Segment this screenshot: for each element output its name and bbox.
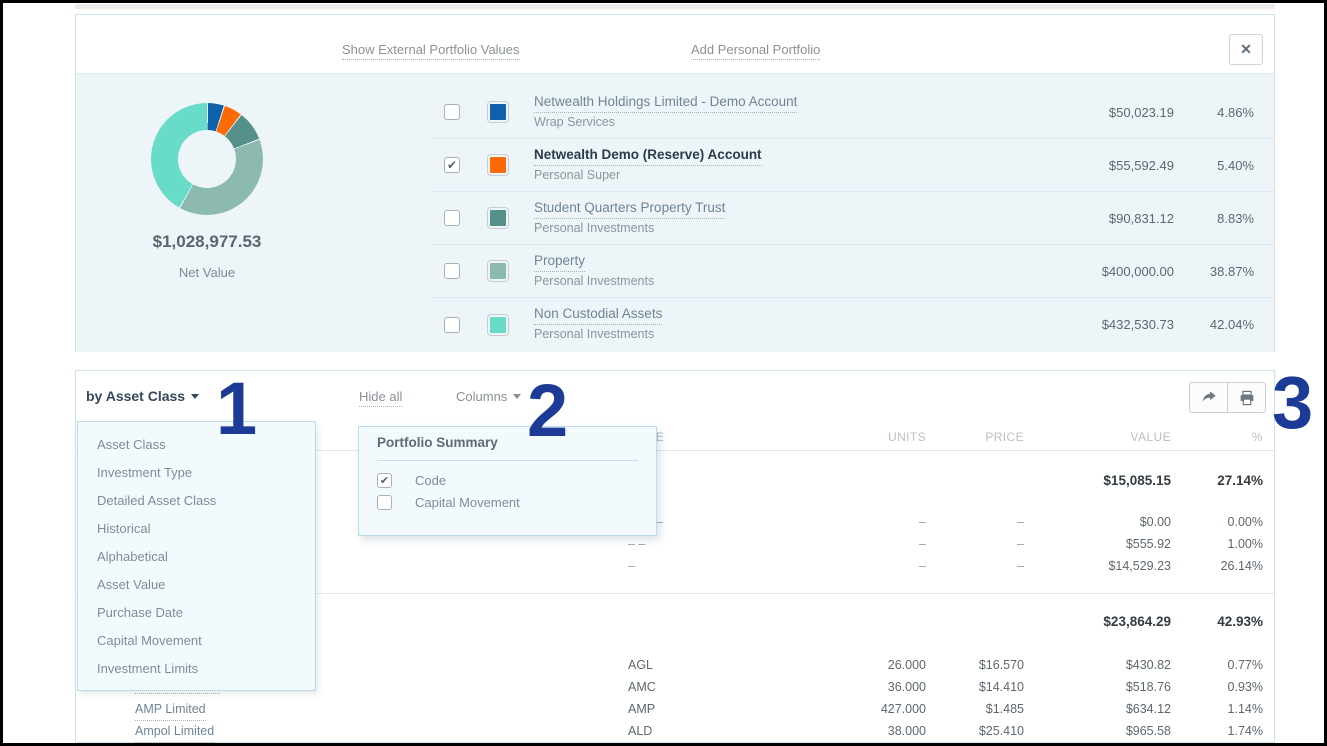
- net-value-label: Net Value: [178, 265, 236, 280]
- portfolio-percent: 38.87%: [1209, 263, 1254, 279]
- portfolio-percent: 42.04%: [1209, 317, 1254, 332]
- columns-option-capital-movement[interactable]: Capital Movement: [377, 494, 520, 510]
- portfolio-checkbox[interactable]: [444, 316, 460, 333]
- portfolio-list: Netwealth Holdings Limited - Demo Accoun…: [431, 74, 1274, 351]
- menu-item-alphabetical[interactable]: Alphabetical: [97, 549, 168, 564]
- portfolio-type: Personal Investments: [534, 327, 655, 342]
- close-icon: ✕: [1240, 41, 1252, 57]
- column-header-units[interactable]: UNITS: [888, 430, 926, 444]
- columns-option-code[interactable]: ✔ Code: [377, 472, 446, 488]
- menu-item-capital-movement[interactable]: Capital Movement: [97, 633, 202, 648]
- holding-row: Ampol Limited ALD 38.000 $25.410 $965.58…: [76, 721, 1274, 743]
- column-header-price[interactable]: PRICE: [985, 430, 1024, 444]
- portfolio-type: Personal Investments: [534, 273, 655, 288]
- menu-item-purchase-date[interactable]: Purchase Date: [97, 605, 183, 620]
- portfolio-panel-header: Show External Portfolio Values Add Perso…: [76, 15, 1274, 74]
- portfolio-checkbox[interactable]: [444, 104, 460, 120]
- annotation-step-2: 2: [527, 369, 568, 452]
- portfolio-name-link[interactable]: Student Quarters Property Trust: [534, 200, 726, 219]
- group-by-dropdown-trigger[interactable]: by Asset Class: [86, 388, 200, 404]
- column-header-percent[interactable]: %: [1251, 430, 1263, 444]
- annotation-step-3: 3: [1272, 361, 1313, 444]
- holding-name-link[interactable]: AMP Limited: [135, 699, 206, 721]
- annotation-step-1: 1: [216, 367, 257, 450]
- columns-menu: Portfolio Summary ✔ Code Capital Movemen…: [358, 426, 657, 536]
- portfolio-name-link[interactable]: Netwealth Demo (Reserve) Account: [534, 147, 762, 166]
- portfolio-percent: 4.86%: [1217, 104, 1254, 120]
- portfolio-percent: 8.83%: [1217, 210, 1254, 226]
- portfolio-row: Non Custodial Assets Personal Investment…: [431, 298, 1274, 351]
- columns-dropdown-trigger[interactable]: Columns: [456, 389, 522, 404]
- portfolio-name-link[interactable]: Non Custodial Assets: [534, 306, 663, 326]
- net-value-donut-chart: [151, 103, 263, 215]
- portfolio-color-swatch: [487, 313, 509, 336]
- portfolio-color-swatch: [487, 207, 509, 229]
- add-personal-portfolio-link[interactable]: Add Personal Portfolio: [691, 42, 821, 60]
- print-button[interactable]: [1227, 383, 1265, 412]
- menu-item-investment-type[interactable]: Investment Type: [97, 465, 193, 480]
- portfolio-name-link[interactable]: Property: [534, 253, 586, 272]
- portfolio-type: Wrap Services: [534, 114, 616, 129]
- portfolio-value: $55,592.49: [1108, 157, 1174, 173]
- portfolio-value: $90,831.12: [1108, 210, 1174, 226]
- menu-item-asset-value[interactable]: Asset Value: [97, 577, 166, 592]
- portfolio-percent: 5.40%: [1217, 157, 1254, 173]
- share-arrow-icon: [1202, 390, 1216, 402]
- table-header-divider: [76, 450, 1274, 451]
- hide-all-link[interactable]: Hide all: [359, 389, 403, 407]
- hidden-label-underline: [135, 693, 220, 694]
- group-by-menu: Asset Class Investment Type Detailed Ass…: [77, 421, 316, 691]
- portfolio-selector-panel: Show External Portfolio Values Add Perso…: [75, 14, 1275, 352]
- column-header-value[interactable]: VALUE: [1130, 430, 1171, 444]
- holding-row: AMC 36.000 $14.410 $518.76 0.93%: [628, 680, 1263, 694]
- printer-icon: [1240, 390, 1253, 405]
- portfolio-row: Property Personal Investments $400,000.0…: [431, 245, 1274, 298]
- portfolio-value: $50,023.19: [1108, 104, 1174, 120]
- chevron-down-icon: [191, 394, 200, 399]
- portfolio-row: Netwealth Holdings Limited - Demo Accoun…: [431, 86, 1274, 139]
- portfolio-list-area: $1,028,977.53 Net Value Netwealth Holdin…: [76, 74, 1274, 352]
- columns-menu-divider: [377, 460, 638, 461]
- portfolio-checkbox[interactable]: [444, 263, 460, 279]
- show-external-portfolio-values-link[interactable]: Show External Portfolio Values: [342, 42, 520, 60]
- holding-row: AGL 26.000 $16.570 $430.82 0.77%: [628, 658, 1263, 672]
- holding-row: – – – $0.00 0.00%: [656, 515, 1263, 529]
- capital-movement-checkbox[interactable]: [377, 494, 392, 510]
- holding-row: – – – – $555.92 1.00%: [628, 537, 1263, 551]
- export-button[interactable]: [1190, 383, 1227, 412]
- menu-item-detailed-asset-class[interactable]: Detailed Asset Class: [97, 493, 217, 508]
- portfolio-type: Personal Investments: [534, 220, 655, 235]
- portfolio-row: ✔ Netwealth Demo (Reserve) Account Perso…: [431, 139, 1274, 192]
- group-divider: [76, 593, 1274, 594]
- holding-name-link[interactable]: Ampol Limited: [135, 721, 215, 743]
- asset-class-subtotal-row: $15,085.15 27.14%: [1103, 473, 1263, 488]
- portfolio-type: Personal Super: [534, 167, 621, 182]
- portfolio-checkbox[interactable]: ✔: [444, 157, 460, 173]
- menu-item-asset-class[interactable]: Asset Class: [97, 437, 166, 452]
- portfolio-color-swatch: [487, 154, 509, 176]
- asset-class-subtotal-row: $23,864.29 42.93%: [1103, 614, 1263, 629]
- close-button[interactable]: ✕: [1229, 34, 1263, 65]
- portfolio-row: Student Quarters Property Trust Personal…: [431, 192, 1274, 245]
- portfolio-value: $400,000.00: [1101, 263, 1174, 279]
- holding-row: – – – $14,529.23 26.14%: [628, 559, 1263, 573]
- portfolio-name-link[interactable]: Netwealth Holdings Limited - Demo Accoun…: [534, 94, 798, 113]
- net-value-amount: $1,028,977.53: [152, 232, 262, 251]
- portfolio-value: $432,530.73: [1101, 317, 1174, 332]
- portfolio-color-swatch: [487, 101, 509, 123]
- table-actions-group: [1189, 382, 1266, 413]
- menu-item-historical[interactable]: Historical: [97, 521, 151, 536]
- holding-row: AMP Limited AMP 427.000 $1.485 $634.12 1…: [76, 699, 1274, 721]
- holdings-panel: by Asset Class Hide all Columns CODE UNI…: [75, 370, 1275, 743]
- columns-menu-title: Portfolio Summary: [377, 435, 498, 450]
- code-checkbox[interactable]: ✔: [377, 472, 392, 488]
- menu-item-investment-limits[interactable]: Investment Limits: [97, 661, 199, 676]
- top-divider-strip: [75, 4, 1275, 9]
- portfolio-color-swatch: [487, 260, 509, 282]
- portfolio-checkbox[interactable]: [444, 210, 460, 226]
- chevron-down-icon: [513, 394, 522, 399]
